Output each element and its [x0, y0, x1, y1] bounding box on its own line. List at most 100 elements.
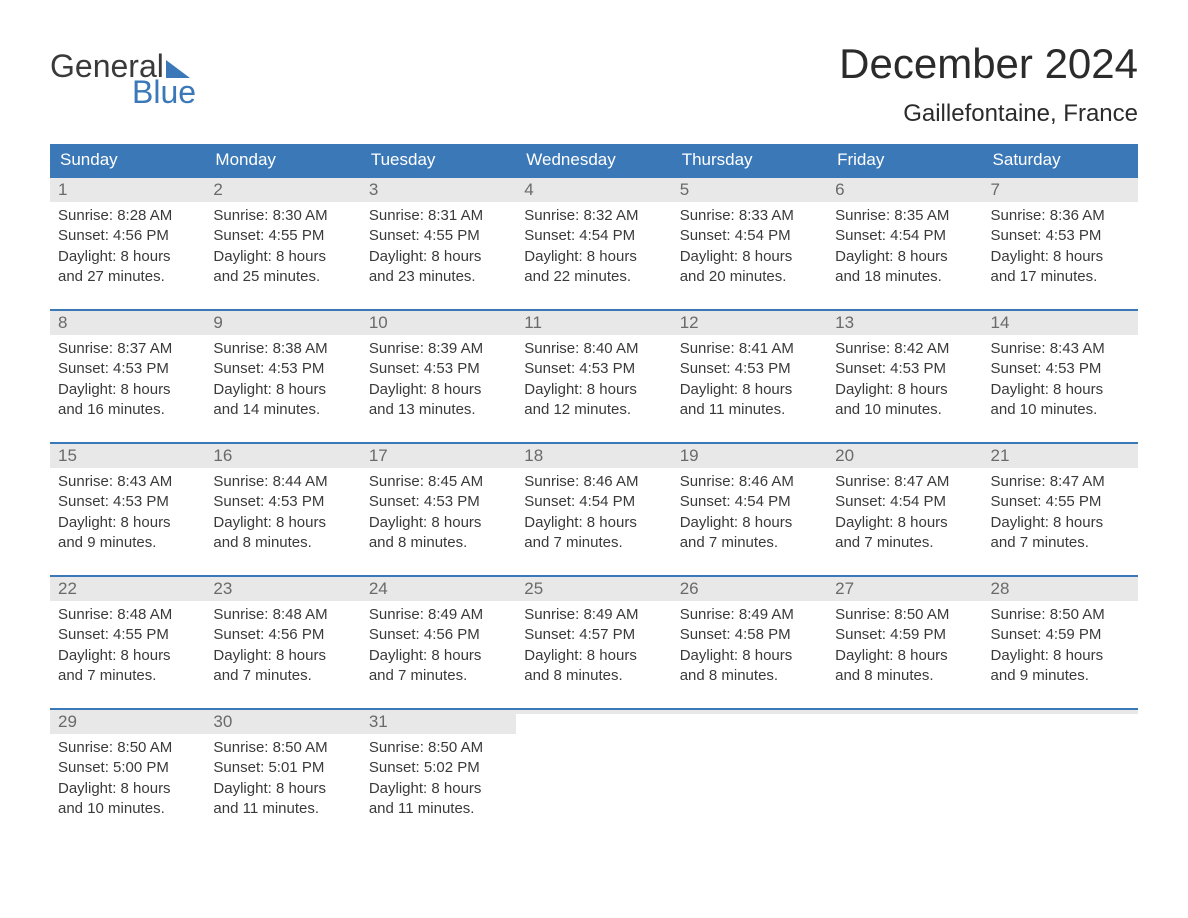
sunrise-text: Sunrise: 8:43 AM [991, 339, 1130, 359]
sunset-text: Sunset: 4:56 PM [213, 625, 352, 645]
day-number: 1 [58, 180, 67, 199]
sunset-text: Sunset: 4:53 PM [58, 359, 197, 379]
weekday-tuesday: Tuesday [361, 144, 516, 176]
day-number-row: 23 [205, 577, 360, 601]
day-number: 30 [213, 712, 232, 731]
calendar: Sunday Monday Tuesday Wednesday Thursday… [50, 144, 1138, 819]
day-cell: 21Sunrise: 8:47 AMSunset: 4:55 PMDayligh… [983, 444, 1138, 553]
day-number-row: 5 [672, 178, 827, 202]
sunrise-text: Sunrise: 8:30 AM [213, 206, 352, 226]
week-row: 15 Sunrise: 8:43 AMSunset: 4:53 PMDayligh… [50, 442, 1138, 553]
day-cell: 27Sunrise: 8:50 AMSunset: 4:59 PMDayligh… [827, 577, 982, 686]
sunrise-text: Sunrise: 8:49 AM [524, 605, 663, 625]
day-content: Sunrise: 8:41 AMSunset: 4:53 PMDaylight:… [672, 335, 827, 420]
sunrise-text: Sunrise: 8:37 AM [58, 339, 197, 359]
sunrise-text: Sunrise: 8:50 AM [369, 738, 508, 758]
day-content: Sunrise: 8:49 AMSunset: 4:56 PMDaylight:… [361, 601, 516, 686]
weekday-wednesday: Wednesday [516, 144, 671, 176]
day-content: Sunrise: 8:50 AMSunset: 4:59 PMDaylight:… [827, 601, 982, 686]
day-number: 9 [213, 313, 222, 332]
day-content: Sunrise: 8:32 AMSunset: 4:54 PMDaylight:… [516, 202, 671, 287]
day-content: Sunrise: 8:31 AMSunset: 4:55 PMDaylight:… [361, 202, 516, 287]
daylight-text: Daylight: 8 hours and 7 minutes. [58, 646, 197, 687]
daylight-text: Daylight: 8 hours and 7 minutes. [680, 513, 819, 554]
sunset-text: Sunset: 4:55 PM [991, 492, 1130, 512]
sunrise-text: Sunrise: 8:49 AM [369, 605, 508, 625]
day-number: 23 [213, 579, 232, 598]
daylight-text: Daylight: 8 hours and 11 minutes. [213, 779, 352, 820]
day-cell: 22Sunrise: 8:48 AMSunset: 4:55 PMDayligh… [50, 577, 205, 686]
day-number: 16 [213, 446, 232, 465]
day-number-row: 24 [361, 577, 516, 601]
sunrise-text: Sunrise: 8:49 AM [680, 605, 819, 625]
day-number-row: 22 [50, 577, 205, 601]
day-content: Sunrise: 8:30 AMSunset: 4:55 PMDaylight:… [205, 202, 360, 287]
day-cell: 8Sunrise: 8:37 AMSunset: 4:53 PMDaylight… [50, 311, 205, 420]
page-header: General Blue December 2024 Gaillefontain… [50, 40, 1138, 138]
daylight-text: Daylight: 8 hours and 20 minutes. [680, 247, 819, 288]
day-number: 20 [835, 446, 854, 465]
day-cell: 20Sunrise: 8:47 AMSunset: 4:54 PMDayligh… [827, 444, 982, 553]
daylight-text: Daylight: 8 hours and 16 minutes. [58, 380, 197, 421]
sunrise-text: Sunrise: 8:35 AM [835, 206, 974, 226]
weekday-monday: Monday [205, 144, 360, 176]
sunrise-text: Sunrise: 8:50 AM [213, 738, 352, 758]
day-cell: 10Sunrise: 8:39 AMSunset: 4:53 PMDayligh… [361, 311, 516, 420]
day-number-row: 14 [983, 311, 1138, 335]
sunset-text: Sunset: 4:53 PM [524, 359, 663, 379]
day-number: 15 [58, 446, 77, 465]
sunrise-text: Sunrise: 8:50 AM [991, 605, 1130, 625]
day-number-row: 18 [516, 444, 671, 468]
sunset-text: Sunset: 4:55 PM [58, 625, 197, 645]
sunrise-text: Sunrise: 8:36 AM [991, 206, 1130, 226]
day-number-row: 17 [361, 444, 516, 468]
sunrise-text: Sunrise: 8:46 AM [680, 472, 819, 492]
daylight-text: Daylight: 8 hours and 13 minutes. [369, 380, 508, 421]
day-content: Sunrise: 8:50 AMSunset: 5:01 PMDaylight:… [205, 734, 360, 819]
sunset-text: Sunset: 4:58 PM [680, 625, 819, 645]
week-row: 1Sunrise: 8:28 AMSunset: 4:56 PMDaylight… [50, 176, 1138, 287]
sunset-text: Sunset: 4:53 PM [835, 359, 974, 379]
day-content: Sunrise: 8:43 AMSunset: 4:53 PMDaylight:… [50, 468, 205, 553]
day-number-row: 19 [672, 444, 827, 468]
day-number-row: 10 [361, 311, 516, 335]
location-label: Gaillefontaine, France [839, 100, 1138, 128]
day-number: 7 [991, 180, 1000, 199]
day-cell: 5Sunrise: 8:33 AMSunset: 4:54 PMDaylight… [672, 178, 827, 287]
day-content: Sunrise: 8:38 AMSunset: 4:53 PMDaylight:… [205, 335, 360, 420]
sunrise-text: Sunrise: 8:38 AM [213, 339, 352, 359]
sunrise-text: Sunrise: 8:47 AM [991, 472, 1130, 492]
day-content: Sunrise: 8:50 AMSunset: 5:00 PMDaylight:… [50, 734, 205, 819]
sunset-text: Sunset: 4:57 PM [524, 625, 663, 645]
day-content: Sunrise: 8:48 AMSunset: 4:55 PMDaylight:… [50, 601, 205, 686]
weekday-header-row: Sunday Monday Tuesday Wednesday Thursday… [50, 144, 1138, 176]
day-number: 26 [680, 579, 699, 598]
day-content: Sunrise: 8:46 AMSunset: 4:54 PMDaylight:… [672, 468, 827, 553]
daylight-text: Daylight: 8 hours and 8 minutes. [524, 646, 663, 687]
daylight-text: Daylight: 8 hours and 7 minutes. [524, 513, 663, 554]
weekday-friday: Friday [827, 144, 982, 176]
day-content: Sunrise: 8:44 AMSunset: 4:53 PMDaylight:… [205, 468, 360, 553]
daylight-text: Daylight: 8 hours and 9 minutes. [991, 646, 1130, 687]
daylight-text: Daylight: 8 hours and 22 minutes. [524, 247, 663, 288]
sunrise-text: Sunrise: 8:28 AM [58, 206, 197, 226]
day-number-row: 29 [50, 710, 205, 734]
day-cell: 16 Sunrise: 8:44 AMSunset: 4:53 PMDayligh… [205, 444, 360, 553]
day-content: Sunrise: 8:37 AMSunset: 4:53 PMDaylight:… [50, 335, 205, 420]
sunset-text: Sunset: 4:59 PM [991, 625, 1130, 645]
day-number-row: 27 [827, 577, 982, 601]
day-content: Sunrise: 8:47 AMSunset: 4:55 PMDaylight:… [983, 468, 1138, 553]
day-number: 6 [835, 180, 844, 199]
sunset-text: Sunset: 4:54 PM [524, 226, 663, 246]
sunrise-text: Sunrise: 8:42 AM [835, 339, 974, 359]
day-number: 28 [991, 579, 1010, 598]
weekday-sunday: Sunday [50, 144, 205, 176]
sunrise-text: Sunrise: 8:47 AM [835, 472, 974, 492]
daylight-text: Daylight: 8 hours and 27 minutes. [58, 247, 197, 288]
sunset-text: Sunset: 4:55 PM [369, 226, 508, 246]
day-cell: 30 Sunrise: 8:50 AMSunset: 5:01 PMDayligh… [205, 710, 360, 819]
day-number: 17 [369, 446, 388, 465]
sunrise-text: Sunrise: 8:44 AM [213, 472, 352, 492]
day-cell: 29Sunrise: 8:50 AMSunset: 5:00 PMDayligh… [50, 710, 205, 819]
day-cell: 19Sunrise: 8:46 AMSunset: 4:54 PMDayligh… [672, 444, 827, 553]
